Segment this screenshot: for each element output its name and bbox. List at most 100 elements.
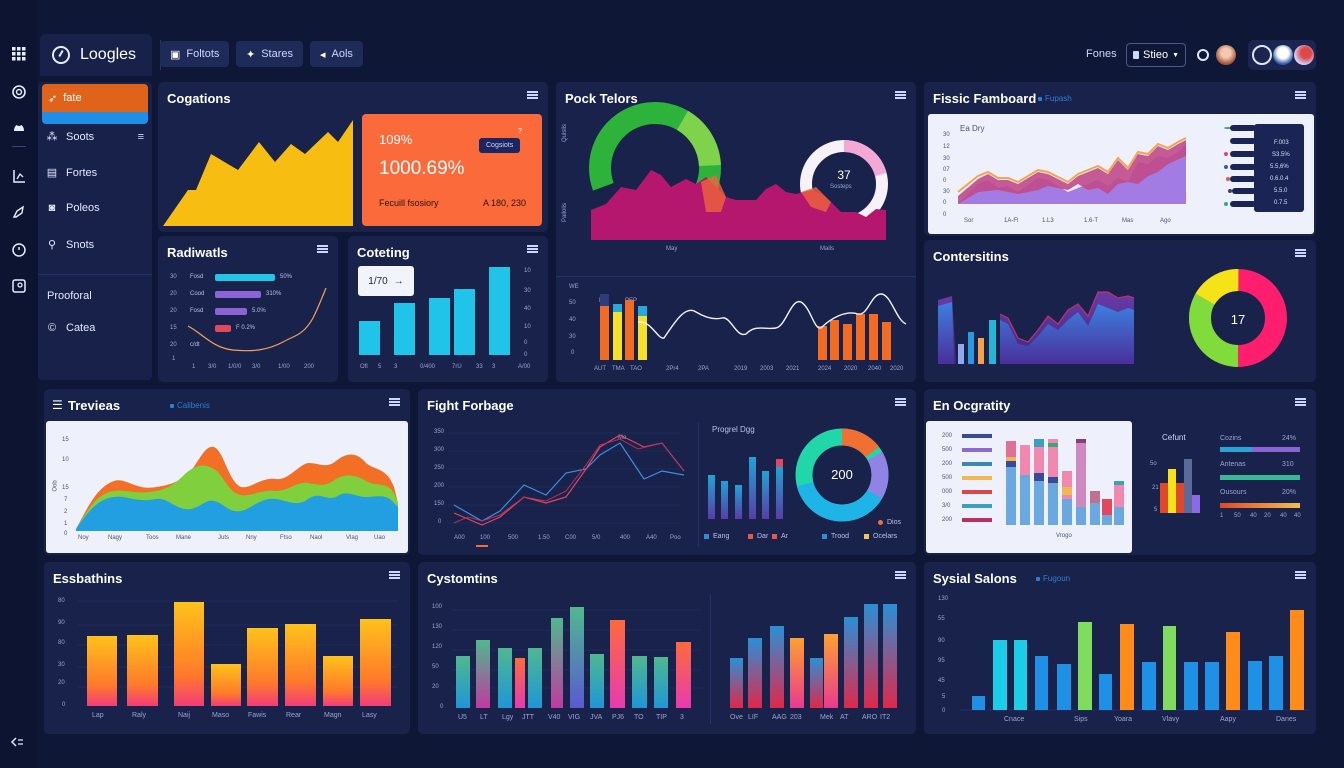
ocgratity-stacked-bars	[1006, 439, 1124, 525]
progrel-donut	[795, 428, 889, 522]
status-tag[interactable]: Fugoun	[1036, 574, 1070, 583]
image-icon[interactable]	[9, 276, 29, 296]
progress-bar	[1220, 475, 1300, 480]
progress-bar	[1220, 447, 1300, 452]
chevron-down-icon: ▼	[1172, 51, 1179, 59]
sparkle-icon: ✦	[246, 48, 256, 61]
progrel-bar-chart	[708, 457, 783, 519]
avatar[interactable]	[1216, 45, 1236, 65]
fones-link[interactable]: Fones	[1086, 48, 1117, 60]
card-title: Cystomtins	[427, 571, 498, 586]
legend-panel	[1254, 124, 1304, 212]
collaborator-avatar[interactable]	[1252, 45, 1272, 65]
app-brand[interactable]: Loogles	[40, 34, 152, 76]
monitor-icon	[1133, 51, 1139, 59]
hbar	[215, 291, 261, 298]
foltots-button[interactable]: ▣ Foltots	[160, 41, 230, 67]
chart-panel: Ea Dry 30 12 30 07 0 30 0 0 Sor 1A-Fl 1.…	[928, 114, 1314, 234]
card-menu-icon[interactable]	[1295, 249, 1306, 257]
sidebar-item-fate[interactable]: ➶ fate	[42, 84, 148, 124]
sidebar: ➶ fate ⁂ Soots ≡ ▤ Fortes ◙ Poleos ⚲ Snots Pro…	[38, 82, 152, 380]
sidebar-item-poleos[interactable]: ◙ Poleos	[46, 202, 100, 214]
kpi-tile: 109% 1000.69% Cogsiots ? Fecuill fsosior…	[362, 114, 542, 226]
clock-icon[interactable]	[9, 240, 29, 260]
sysial-bar-chart	[960, 610, 1310, 711]
lock-icon: ▤	[46, 167, 58, 179]
card-menu-icon[interactable]	[389, 398, 400, 406]
card-menu-icon[interactable]	[895, 571, 906, 579]
active-tick-marker	[476, 545, 488, 547]
card-menu-icon[interactable]	[895, 398, 906, 406]
coteting-card: Coteting 1/70 → 10 30 40 10 0 0 Ofl 5 3 …	[348, 236, 548, 382]
sidebar-item-catea[interactable]: © Catea	[47, 322, 96, 334]
link-icon: ⚲	[47, 239, 57, 251]
cystomtins-bar-chart-left	[452, 607, 702, 708]
card-menu-icon[interactable]	[1295, 571, 1306, 579]
coteting-bar-chart	[359, 267, 510, 355]
fight-forbage-card: Fight Forbage 350 300 250 200 150 0 Mo A…	[418, 389, 916, 555]
menu-icon[interactable]: ≡	[137, 130, 144, 143]
card-title: Fight Forbage	[427, 398, 514, 413]
card-title: Sysial Salons	[933, 571, 1017, 586]
sidebar-item-soots[interactable]: ⁂ Soots ≡	[46, 130, 145, 144]
stares-button[interactable]: ✦ Stares	[236, 41, 304, 67]
legend-item[interactable]: Trood	[822, 533, 849, 540]
contersitins-combo-chart	[938, 291, 1135, 364]
card-title: Pock Telors	[565, 91, 638, 106]
card-menu-icon[interactable]	[895, 91, 906, 99]
rocket-icon[interactable]	[9, 202, 29, 222]
legend-item[interactable]: Dar	[748, 533, 768, 540]
collapse-icon[interactable]	[10, 736, 24, 751]
legend-item[interactable]: Ocelars	[864, 533, 897, 540]
back-arrow-icon: ◂	[320, 48, 326, 61]
card-menu-icon[interactable]	[527, 91, 538, 99]
card-menu-icon[interactable]	[1295, 91, 1306, 99]
legend-item[interactable]: Ar	[772, 533, 788, 540]
trevieas-card: ☰ Trevieas Calibenis 15 10 15 7 2 1 0 Oo…	[44, 389, 410, 555]
card-title: Cogations	[167, 91, 231, 106]
document-chart-icon[interactable]	[9, 166, 29, 186]
subchart-title: Progrel Dgg	[712, 425, 755, 434]
chart-panel: 200 500 200 500 000 3/0 200 Vrog	[926, 421, 1132, 553]
compass-logo-icon	[52, 46, 70, 64]
hbar	[215, 308, 247, 315]
hbar	[215, 274, 275, 281]
contersitins-card: Contersitins 17	[924, 240, 1316, 382]
chart-panel: 15 10 15 7 2 1 0 Oob Noy Nagy Toos Mane …	[46, 421, 408, 553]
aols-button[interactable]: ◂ Aols	[310, 41, 363, 67]
user-icon[interactable]	[9, 115, 29, 135]
panel-divider	[556, 276, 916, 277]
status-tag[interactable]: Fupash	[1038, 94, 1072, 103]
sidebar-item-fortes[interactable]: ▤ Fortes	[46, 166, 98, 180]
collaborator-avatar[interactable]	[1294, 45, 1314, 65]
value-tooltip[interactable]: 1/70 →	[358, 266, 414, 296]
card-menu-icon[interactable]	[527, 245, 538, 253]
sidebar-item-snots[interactable]: ⚲ Snots	[47, 238, 95, 252]
hbar	[215, 325, 231, 332]
kpi-pill[interactable]: Cogsiots	[479, 138, 521, 153]
target-icon[interactable]	[9, 82, 29, 102]
sidebar-divider	[38, 274, 152, 275]
card-menu-icon[interactable]	[389, 571, 400, 579]
arrow-right-icon: →	[393, 275, 404, 287]
panel-divider	[710, 594, 711, 724]
card-menu-icon[interactable]	[317, 245, 328, 253]
card-menu-icon[interactable]	[1295, 398, 1306, 406]
grid-icon[interactable]	[9, 44, 29, 64]
card-title: Radiwatls	[167, 245, 228, 260]
cogations-area-chart	[163, 120, 353, 226]
cefunt-bar-chart	[1160, 459, 1200, 513]
essbathins-card: Essbathins 80 90 80 30 20 0 Lap Raly Nai…	[44, 562, 410, 734]
collaborator-avatar[interactable]	[1273, 45, 1293, 65]
sidebar-section-label: Prooforal	[47, 290, 92, 302]
radiwatls-card: Radiwatls 30 20 20 15 20 1 Fosd 50% Cood…	[158, 236, 338, 382]
rail-divider	[12, 146, 26, 147]
card-title: Coteting	[357, 245, 410, 260]
legend-item[interactable]: Eang	[704, 533, 729, 540]
status-ring-icon[interactable]	[1197, 49, 1209, 61]
view-select[interactable]: Stieo ▼	[1126, 43, 1186, 67]
filter-icon[interactable]: ☰	[52, 398, 63, 412]
status-tag[interactable]: Calibenis	[170, 401, 210, 410]
legend-item[interactable]: Dios	[878, 519, 901, 526]
avatar-group[interactable]	[1248, 40, 1316, 70]
